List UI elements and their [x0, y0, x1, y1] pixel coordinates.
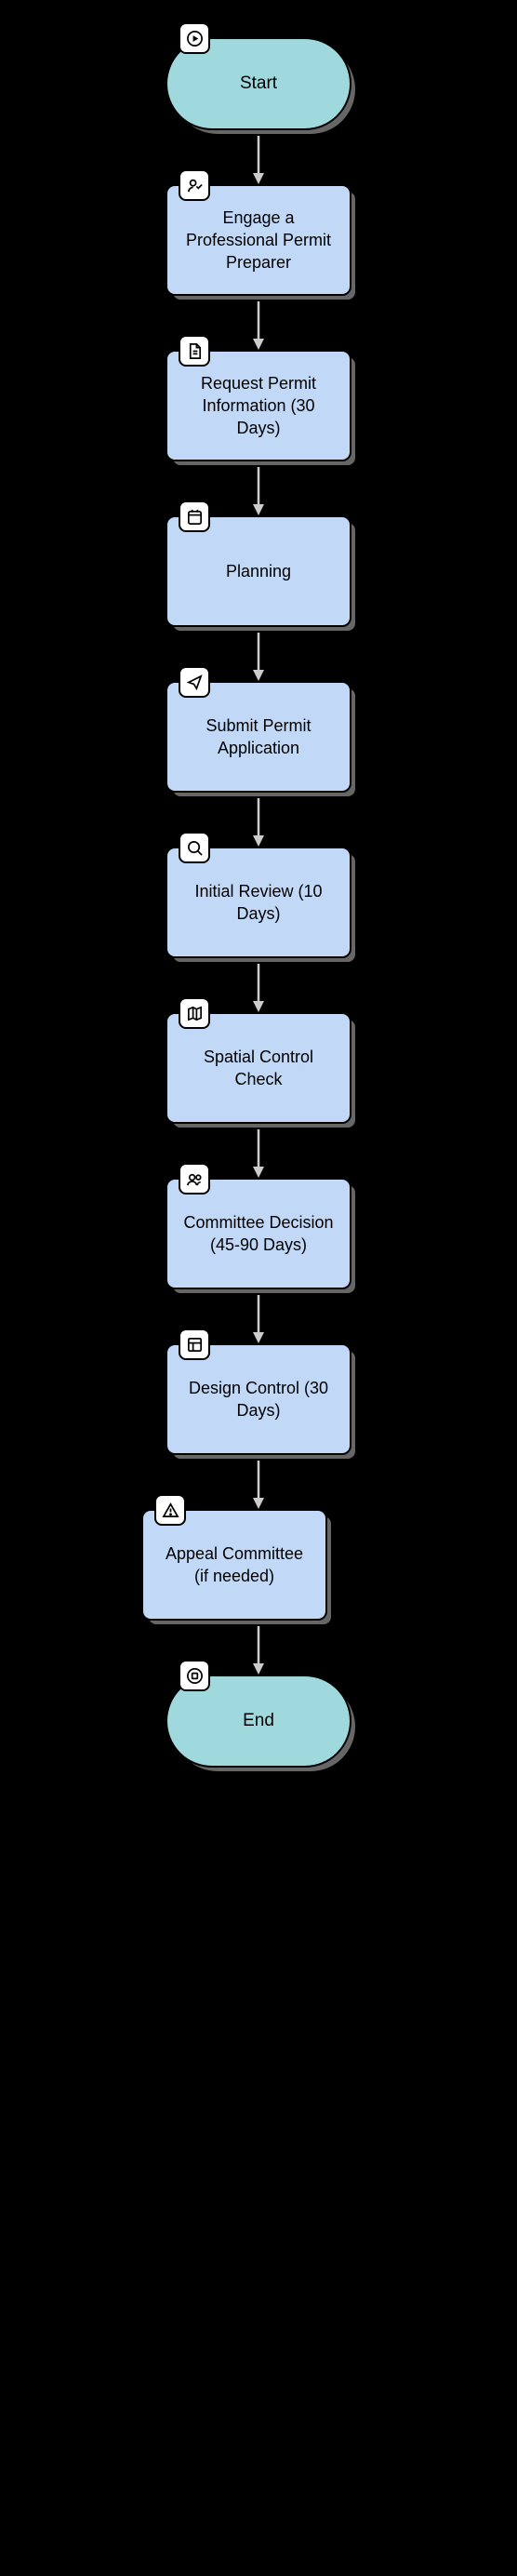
node-submit: Submit Permit Application — [166, 681, 351, 793]
send-icon — [179, 666, 210, 698]
layout-icon — [179, 1328, 210, 1360]
map-icon — [179, 997, 210, 1029]
process-node: Initial Review (10 Days) — [166, 847, 351, 958]
node-review: Initial Review (10 Days) — [166, 847, 351, 958]
node-start: Start — [166, 37, 351, 130]
process-node: Request Permit Information (30 Days) — [166, 350, 351, 461]
play-icon — [179, 22, 210, 54]
node-appeal: Appeal Committee (if needed) — [141, 1509, 327, 1621]
node-label: Initial Review (10 Days) — [182, 880, 335, 926]
process-node: Planning — [166, 515, 351, 627]
node-label: Submit Permit Application — [182, 714, 335, 760]
stop-icon — [179, 1660, 210, 1691]
node-label: Planning — [226, 560, 291, 582]
flow-arrow — [249, 130, 268, 184]
document-icon — [179, 335, 210, 367]
node-commit: Committee Decision (45-90 Days) — [166, 1178, 351, 1289]
node-label: Engage a Professional Permit Preparer — [182, 207, 335, 274]
node-engage: Engage a Professional Permit Preparer — [166, 184, 351, 296]
flow-arrow — [249, 461, 268, 515]
flow-arrow — [249, 1621, 268, 1675]
process-node: Committee Decision (45-90 Days) — [166, 1178, 351, 1289]
node-label: Appeal Committee (if needed) — [158, 1542, 311, 1588]
node-spatial: Spatial Control Check — [166, 1012, 351, 1124]
node-request: Request Permit Information (30 Days) — [166, 350, 351, 461]
flow-arrow — [249, 958, 268, 1012]
calendar-icon — [179, 501, 210, 532]
node-label: Request Permit Information (30 Days) — [182, 372, 335, 440]
node-plan: Planning — [166, 515, 351, 627]
flow-arrow — [249, 1455, 268, 1509]
node-label: Start — [240, 73, 277, 94]
process-node: Spatial Control Check — [166, 1012, 351, 1124]
alert-icon — [154, 1494, 186, 1526]
user-check-icon — [179, 169, 210, 201]
users-icon — [179, 1163, 210, 1195]
flow-arrow — [249, 1124, 268, 1178]
process-node: Appeal Committee (if needed) — [141, 1509, 327, 1621]
flow-arrow — [249, 627, 268, 681]
flow-arrow — [249, 296, 268, 350]
node-label: Committee Decision (45-90 Days) — [182, 1211, 335, 1257]
process-node: Submit Permit Application — [166, 681, 351, 793]
flowchart: Start Engage a Professional Permit Prepar… — [166, 37, 351, 1768]
process-node: Design Control (30 Days) — [166, 1343, 351, 1455]
search-icon — [179, 832, 210, 863]
flow-arrow — [249, 1289, 268, 1343]
flow-arrow — [249, 793, 268, 847]
node-label: Spatial Control Check — [182, 1046, 335, 1091]
node-end: End — [166, 1675, 351, 1768]
node-label: End — [243, 1711, 274, 1731]
process-node: Engage a Professional Permit Preparer — [166, 184, 351, 296]
node-label: Design Control (30 Days) — [182, 1377, 335, 1422]
node-design: Design Control (30 Days) — [166, 1343, 351, 1455]
